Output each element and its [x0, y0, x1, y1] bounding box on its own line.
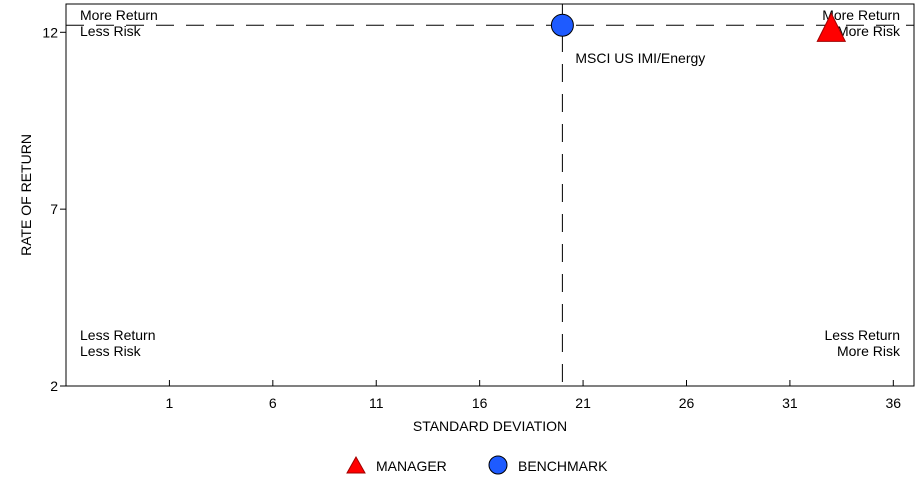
- x-tick-label: 21: [575, 395, 591, 411]
- quadrant-top-left-line1: More Return: [80, 7, 158, 23]
- y-axis-ticks: 2 7 12: [42, 24, 66, 394]
- manager-point: [816, 12, 847, 42]
- x-axis-ticks: 1 6 11 16 21 26 31 36: [166, 380, 902, 411]
- x-tick-label: 1: [166, 395, 174, 411]
- y-tick-label: 12: [42, 24, 58, 40]
- quadrant-top-right-line2: More Risk: [837, 23, 901, 39]
- x-tick-label: 11: [369, 395, 384, 411]
- y-tick-label: 2: [50, 378, 58, 394]
- legend-manager-label: MANAGER: [376, 458, 447, 474]
- legend-manager-marker: [346, 455, 366, 474]
- quadrant-bottom-right-line1: Less Return: [825, 327, 900, 343]
- quadrant-bottom-right-line2: More Risk: [837, 343, 901, 359]
- legend-benchmark-marker: [488, 455, 508, 475]
- x-tick-label: 31: [782, 395, 798, 411]
- quadrant-bottom-left-line1: Less Return: [80, 327, 155, 343]
- x-tick-label: 6: [269, 395, 277, 411]
- quadrant-bottom-left-line2: Less Risk: [80, 343, 142, 359]
- quadrant-top-left-line2: Less Risk: [80, 23, 142, 39]
- x-axis-title: STANDARD DEVIATION: [413, 418, 567, 434]
- x-tick-label: 36: [886, 395, 902, 411]
- benchmark-annotation: MSCI US IMI/Energy: [575, 50, 705, 66]
- y-tick-label: 7: [50, 201, 58, 217]
- x-tick-label: 26: [679, 395, 695, 411]
- y-axis-title: RATE OF RETURN: [18, 134, 34, 256]
- x-tick-label: 16: [472, 395, 488, 411]
- legend: MANAGER BENCHMARK: [346, 455, 608, 475]
- quadrant-top-right-line1: More Return: [822, 7, 900, 23]
- plot-area: [65, 3, 915, 387]
- legend-benchmark-label: BENCHMARK: [518, 458, 608, 474]
- benchmark-point: [550, 13, 574, 37]
